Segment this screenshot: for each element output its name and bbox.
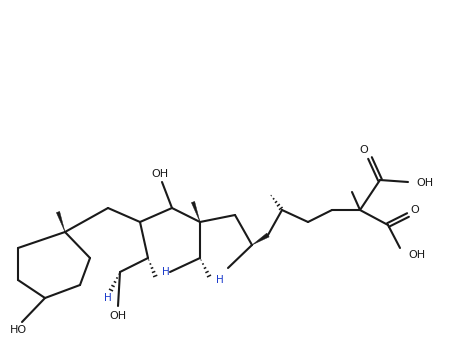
Text: H: H	[104, 293, 112, 303]
Text: O: O	[410, 205, 419, 215]
Text: H: H	[162, 267, 169, 277]
Text: OH: OH	[151, 169, 168, 179]
Polygon shape	[56, 211, 65, 232]
Text: OH: OH	[109, 311, 126, 321]
Text: HO: HO	[10, 325, 27, 335]
Polygon shape	[252, 233, 269, 245]
Text: OH: OH	[407, 250, 424, 260]
Polygon shape	[191, 201, 200, 222]
Text: H: H	[216, 275, 223, 285]
Text: O: O	[359, 145, 368, 155]
Text: OH: OH	[415, 178, 432, 188]
